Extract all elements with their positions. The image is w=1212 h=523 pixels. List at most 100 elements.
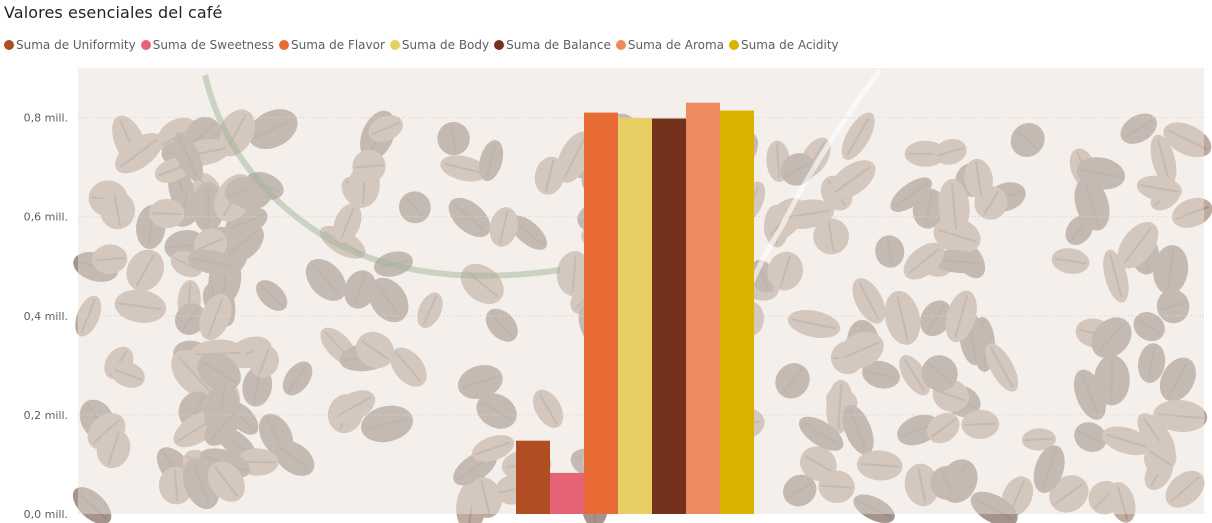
coffee-bean: [775, 363, 810, 399]
coffee-bean: [448, 197, 491, 238]
coffee-bean: [930, 249, 985, 274]
coffee-bean: [787, 309, 841, 339]
coffee-bean: [72, 487, 112, 523]
y-tick-label: 0,2 mill.: [24, 409, 68, 422]
coffee-bean: [1103, 249, 1129, 303]
coffee-bean: [249, 345, 279, 378]
coffee-bean: [970, 491, 1018, 523]
coffee-bean: [352, 149, 386, 183]
bar-suma-de-acidity[interactable]: [720, 110, 754, 514]
legend-label: Suma de Body: [401, 38, 490, 52]
coffee-bean: [204, 407, 241, 446]
coffee-bean: [437, 121, 470, 156]
coffee-bean: [927, 412, 960, 444]
bar-suma-de-uniformity[interactable]: [516, 440, 550, 514]
coffee-bean: [457, 365, 503, 399]
coffee-bean: [556, 251, 592, 297]
legend-label: Suma de Balance: [506, 38, 611, 52]
coffee-bean: [115, 133, 163, 174]
coffee-bean: [862, 360, 900, 389]
coffee-bean: [509, 215, 548, 250]
coffee-bean: [829, 160, 876, 200]
coffee-bean: [368, 115, 403, 142]
coffee-bean: [274, 440, 315, 476]
legend-item[interactable]: Suma de Flavor: [279, 38, 385, 52]
coffee-bean: [921, 355, 958, 392]
coffee-bean: [398, 191, 431, 224]
bar-suma-de-sweetness[interactable]: [550, 472, 584, 514]
coffee-bean: [884, 290, 921, 345]
y-tick-label: 0,0 mill.: [24, 508, 68, 521]
bar-suma-de-body[interactable]: [618, 118, 652, 514]
coffee-bean: [899, 355, 930, 396]
coffee-bean: [476, 393, 517, 429]
coffee-bean: [532, 389, 564, 428]
bars: [516, 102, 754, 515]
coffee-bean: [904, 463, 939, 507]
legend-marker: [615, 40, 626, 50]
y-axis-ticks: 0,0 mill. 0,2 mill. 0,4 mill. 0,6 mill. 0,8 …: [24, 112, 68, 521]
coffee-bean: [1074, 177, 1110, 231]
coffee-bean: [126, 249, 165, 292]
coffee-bean: [890, 177, 932, 212]
legend-marker: [389, 40, 400, 50]
coffee-bean: [920, 300, 953, 337]
coffee-bean: [903, 242, 945, 280]
coffee-bean: [305, 258, 347, 301]
coffee-bean: [1136, 175, 1182, 202]
coffee-bean: [1165, 470, 1205, 508]
legend-item[interactable]: Suma de Body: [389, 38, 490, 52]
y-tick-label: 0,6 mill.: [24, 211, 68, 224]
coffee-bean: [174, 303, 206, 335]
coffee-bean: [930, 465, 964, 500]
coffee-bean: [173, 132, 203, 182]
legend-marker: [4, 40, 14, 50]
legend-label: Suma de Uniformity: [16, 38, 136, 52]
coffee-bean: [485, 308, 518, 342]
coffee-bean: [961, 409, 1000, 439]
coffee-bean: [1171, 197, 1212, 228]
coffee-bean: [1120, 113, 1157, 144]
coffee-bean: [1163, 122, 1212, 158]
coffee-bean: [148, 198, 185, 229]
legend-item[interactable]: Suma de Acidity: [729, 38, 839, 52]
coffee-bean: [534, 156, 565, 195]
coffee-bean: [1153, 245, 1189, 295]
coffee-beans: [72, 109, 1212, 523]
bar-suma-de-aroma[interactable]: [686, 102, 720, 514]
coffee-bean: [417, 292, 443, 329]
legend-label: Suma de Aroma: [627, 38, 725, 52]
coffee-bean: [479, 140, 504, 182]
coffee-bean: [767, 251, 804, 291]
coffee-bean: [111, 361, 145, 388]
bar-suma-de-flavor[interactable]: [584, 112, 618, 514]
coffee-bean: [813, 218, 850, 255]
legend-item[interactable]: Suma de Sweetness: [140, 38, 274, 52]
coffee-bean: [114, 289, 167, 323]
coffee-bean: [390, 347, 427, 387]
y-tick-label: 0,4 mill.: [24, 310, 68, 323]
coffee-bean: [1074, 422, 1107, 452]
coffee-bean: [1049, 475, 1089, 513]
legend-item[interactable]: Suma de Balance: [494, 38, 611, 52]
bar-suma-de-balance[interactable]: [652, 118, 686, 515]
coffee-bean: [934, 138, 967, 165]
coffee-bean: [368, 277, 409, 323]
coffee-bean: [199, 293, 232, 341]
coffee-bean: [1010, 122, 1045, 158]
coffee-bean: [783, 474, 817, 507]
coffee-bean: [945, 290, 977, 343]
coffee-bean: [1138, 343, 1166, 383]
coffee-bean: [818, 470, 855, 504]
coffee-bean: [256, 280, 288, 311]
legend-item[interactable]: Suma de Uniformity: [4, 38, 136, 52]
coffee-bean: [471, 435, 515, 462]
legend-label: Suma de Acidity: [741, 38, 839, 52]
legend-item[interactable]: Suma de Aroma: [615, 38, 725, 52]
coffee-bean: [938, 178, 970, 235]
coffee-bean: [355, 331, 395, 369]
coffee-bean: [798, 416, 844, 451]
chart-title: Valores esenciales del café: [4, 3, 223, 22]
legend-marker: [729, 40, 740, 50]
